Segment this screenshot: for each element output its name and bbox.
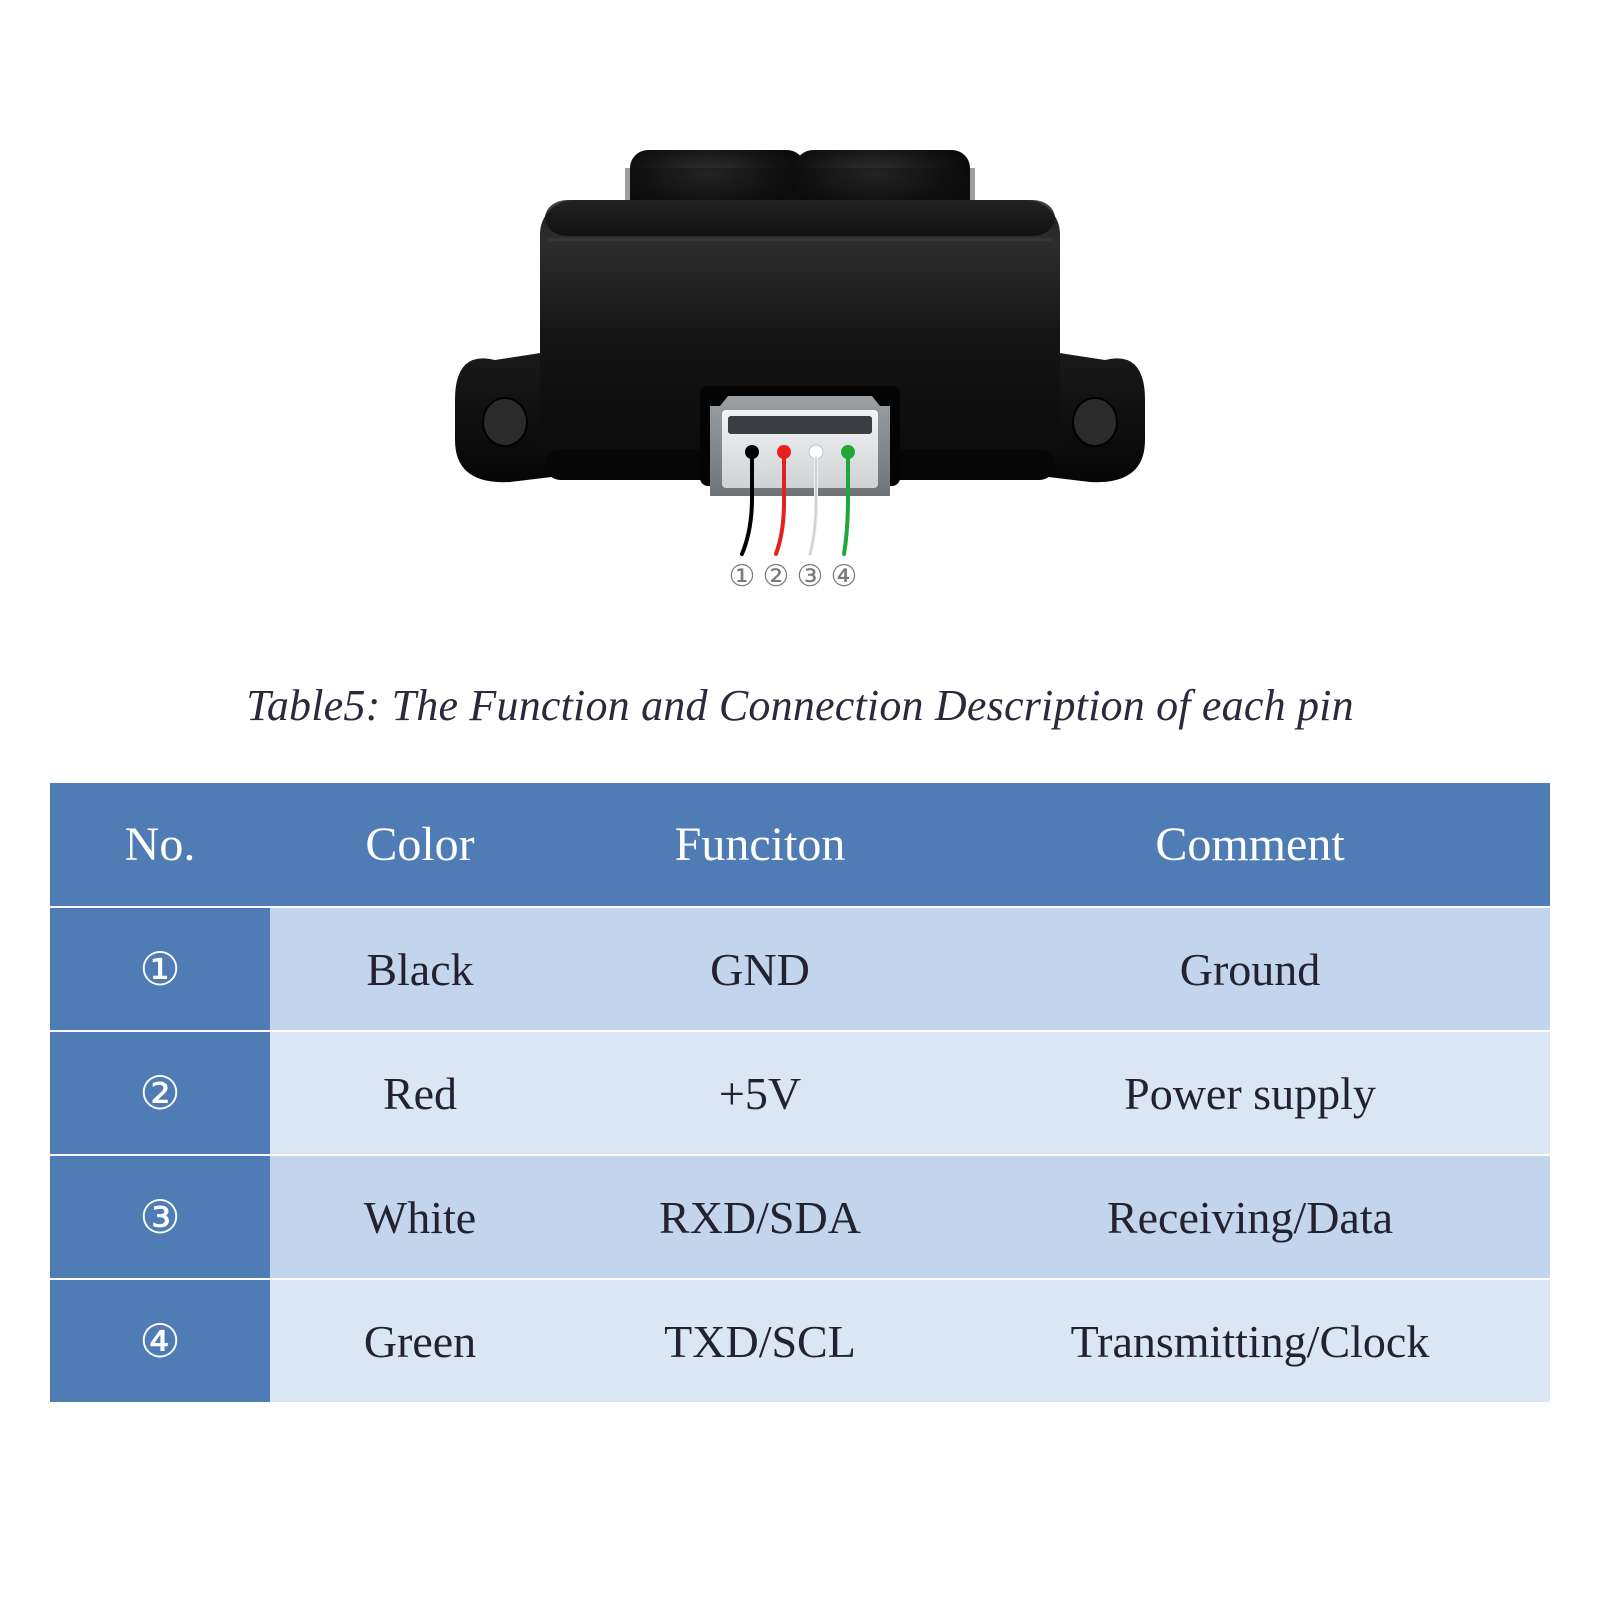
pin-dot-4 (841, 445, 855, 459)
pin-table: No. Color Funciton Comment ① Black GND G… (50, 783, 1550, 1402)
pin-label-1: ① (729, 560, 756, 593)
cell-comment: Power supply (950, 1031, 1550, 1155)
table-header-row: No. Color Funciton Comment (50, 783, 1550, 907)
cell-function: TXD/SCL (570, 1279, 950, 1402)
table-row: ④ Green TXD/SCL Transmitting/Clock (50, 1279, 1550, 1402)
pin-dot-2 (777, 445, 791, 459)
cell-no: ③ (50, 1155, 270, 1279)
th-function: Funciton (570, 783, 950, 907)
table-row: ① Black GND Ground (50, 907, 1550, 1031)
pin-label-4: ④ (831, 560, 858, 593)
cell-color: Black (270, 907, 570, 1031)
th-color: Color (270, 783, 570, 907)
cell-function: GND (570, 907, 950, 1031)
cell-comment: Transmitting/Clock (950, 1279, 1550, 1402)
cell-color: Green (270, 1279, 570, 1402)
cell-color: White (270, 1155, 570, 1279)
th-comment: Comment (950, 783, 1550, 907)
cell-comment: Ground (950, 907, 1550, 1031)
cell-comment: Receiving/Data (950, 1155, 1550, 1279)
pin-label-2: ② (763, 560, 790, 593)
pin-label-3: ③ (797, 560, 824, 593)
pin-labels: ① ② ③ ④ (729, 560, 858, 593)
table-row: ② Red +5V Power supply (50, 1031, 1550, 1155)
pin-dot-3 (809, 445, 823, 459)
table-caption: Table5: The Function and Connection Desc… (246, 680, 1354, 731)
cell-function: RXD/SDA (570, 1155, 950, 1279)
table-row: ③ White RXD/SDA Receiving/Data (50, 1155, 1550, 1279)
device-illustration: ① ② ③ ④ (350, 150, 1250, 620)
cell-no: ② (50, 1031, 270, 1155)
cell-color: Red (270, 1031, 570, 1155)
th-no: No. (50, 783, 270, 907)
device-connector (700, 386, 900, 496)
device-svg: ① ② ③ ④ (350, 150, 1250, 620)
page: ① ② ③ ④ Table5: The Function and Connect… (0, 0, 1600, 1600)
cell-function: +5V (570, 1031, 950, 1155)
pin-dot-1 (745, 445, 759, 459)
cell-no: ① (50, 907, 270, 1031)
cell-no: ④ (50, 1279, 270, 1402)
